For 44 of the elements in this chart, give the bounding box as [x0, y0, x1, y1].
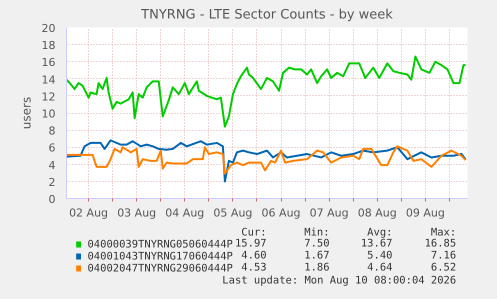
y-tick-label: 20	[42, 22, 56, 35]
y-tick-label: 6	[48, 142, 56, 155]
y-tick-label: 14	[42, 73, 56, 86]
legend-label: 04000039TNYRNG05060444P	[87, 238, 233, 250]
x-tick-label: 08 Aug	[358, 206, 397, 220]
text: 5.40	[367, 250, 392, 262]
text: 4.60	[241, 250, 267, 262]
line-series	[66, 56, 466, 128]
text: Cur:	[241, 226, 267, 238]
y-tick-label: 18	[42, 39, 56, 52]
text: 7.16	[430, 250, 456, 262]
text: Min:	[304, 226, 330, 238]
y-tick-label: 12	[42, 90, 56, 104]
line-series	[66, 145, 466, 175]
y-tick-label: 16	[42, 56, 56, 70]
text: 6.52	[430, 262, 456, 274]
legend-label: 04001043TNYRNG17060444P	[87, 250, 233, 262]
text: 1.67	[304, 250, 330, 262]
x-tick-label: 09 Aug	[406, 206, 445, 220]
y-axis-title: users	[20, 96, 34, 130]
text: Max:	[430, 226, 456, 238]
line-series	[66, 139, 466, 182]
y-tick-label: 4	[48, 158, 56, 172]
text: 4.53	[241, 262, 267, 274]
x-tick-label: 04 Aug	[165, 206, 204, 220]
text: 4.64	[367, 262, 392, 274]
y-tick-label: 2	[48, 176, 56, 189]
x-tick-label: 05 Aug	[213, 206, 252, 220]
text: Avg:	[367, 226, 392, 238]
y-tick-label: 0	[48, 193, 56, 206]
x-tick-label: 06 Aug	[262, 206, 301, 220]
chart-title: TNYRNG - LTE Sector Counts - by week	[140, 8, 394, 22]
text: 1.86	[304, 262, 330, 274]
text: 13.67	[360, 238, 392, 250]
text: 7.50	[304, 238, 330, 250]
text: 15.97	[234, 238, 267, 250]
text: Last update: Mon Aug 10 08:00:04 2026	[222, 274, 456, 286]
legend-label: 04002047TNYRNG29060444P	[87, 262, 233, 274]
x-tick-label: 03 Aug	[117, 206, 156, 220]
text: 16.85	[424, 238, 456, 250]
y-tick-label: 10	[42, 108, 56, 120]
x-tick-label: 07 Aug	[310, 206, 349, 220]
y-tick-label: 8	[48, 124, 56, 138]
x-tick-label: 02 Aug	[69, 206, 108, 220]
